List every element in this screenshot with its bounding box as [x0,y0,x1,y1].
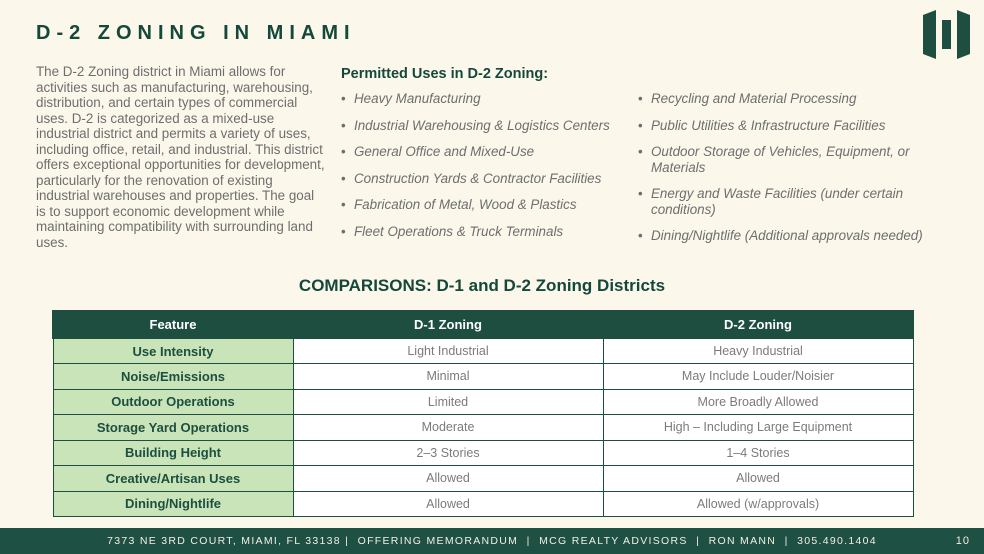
permitted-use-item: Energy and Waste Facilities (under certa… [638,186,950,217]
permitted-use-item: Dining/Nightlife (Additional approvals n… [638,228,950,244]
feature-cell: Dining/Nightlife [52,490,294,517]
table-row: Noise/Emissions Minimal May Include Loud… [52,363,914,390]
d2-value-cell: May Include Louder/Noisier [602,363,914,390]
footer-contact-line: 7373 NE 3RD COURT, MIAMI, FL 33138 | OFF… [107,535,877,547]
comparison-section-title: COMPARISONS: D-1 and D-2 Zoning District… [298,276,666,295]
permitted-use-item: Industrial Warehousing & Logistics Cente… [341,118,641,134]
permitted-uses-heading: Permitted Uses in D-2 Zoning: [341,66,549,82]
table-row: Creative/Artisan Uses Allowed Allowed [52,465,914,492]
table-header-row: Feature D-1 Zoning D-2 Zoning [52,310,914,339]
permitted-uses-list-right: Recycling and Material Processing Public… [638,91,950,255]
d1-value-cell: Light Industrial [292,337,604,364]
permitted-use-item: Construction Yards & Contractor Faciliti… [341,171,641,187]
column-header-d1: D-1 Zoning [292,310,604,339]
d2-value-cell: More Broadly Allowed [602,388,914,415]
feature-cell: Use Intensity [52,337,294,364]
d1-value-cell: 2–3 Stories [292,439,604,466]
mcg-monogram-icon [923,10,970,60]
permitted-use-item: Public Utilities & Infrastructure Facili… [638,118,950,134]
table-row: Use Intensity Light Industrial Heavy Ind… [52,337,914,364]
feature-cell: Storage Yard Operations [52,414,294,441]
feature-cell: Outdoor Operations [52,388,294,415]
d2-value-cell: Heavy Industrial [602,337,914,364]
d2-value-cell: Allowed [602,465,914,492]
d2-value-cell: Allowed (w/approvals) [602,490,914,517]
table-row: Building Height 2–3 Stories 1–4 Stories [52,439,914,466]
permitted-use-item: Fleet Operations & Truck Terminals [341,224,641,240]
intro-paragraph: The D-2 Zoning district in Miami allows … [36,64,325,250]
table-row: Outdoor Operations Limited More Broadly … [52,388,914,415]
d2-value-cell: 1–4 Stories [602,439,914,466]
feature-cell: Building Height [52,439,294,466]
d1-value-cell: Minimal [292,363,604,390]
permitted-use-item: Outdoor Storage of Vehicles, Equipment, … [638,144,950,175]
permitted-use-item: Recycling and Material Processing [638,91,950,107]
feature-cell: Noise/Emissions [52,363,294,390]
table-row: Dining/Nightlife Allowed Allowed (w/appr… [52,490,914,517]
page-title: D-2 ZONING IN MIAMI [36,22,356,44]
table-row: Storage Yard Operations Moderate High – … [52,414,914,441]
d1-value-cell: Moderate [292,414,604,441]
footer-bar: 7373 NE 3RD COURT, MIAMI, FL 33138 | OFF… [0,528,984,554]
feature-cell: Creative/Artisan Uses [52,465,294,492]
page-number: 10 [955,535,970,547]
permitted-use-item: Fabrication of Metal, Wood & Plastics [341,197,641,213]
column-header-d2: D-2 Zoning [602,310,914,339]
d1-value-cell: Allowed [292,490,604,517]
comparison-table: Feature D-1 Zoning D-2 Zoning Use Intens… [52,310,914,517]
d1-value-cell: Limited [292,388,604,415]
d2-value-cell: High – Including Large Equipment [602,414,914,441]
column-header-feature: Feature [52,310,294,339]
permitted-uses-list-left: Heavy Manufacturing Industrial Warehousi… [341,91,641,250]
permitted-use-item: Heavy Manufacturing [341,91,641,107]
permitted-use-item: General Office and Mixed-Use [341,144,641,160]
d1-value-cell: Allowed [292,465,604,492]
